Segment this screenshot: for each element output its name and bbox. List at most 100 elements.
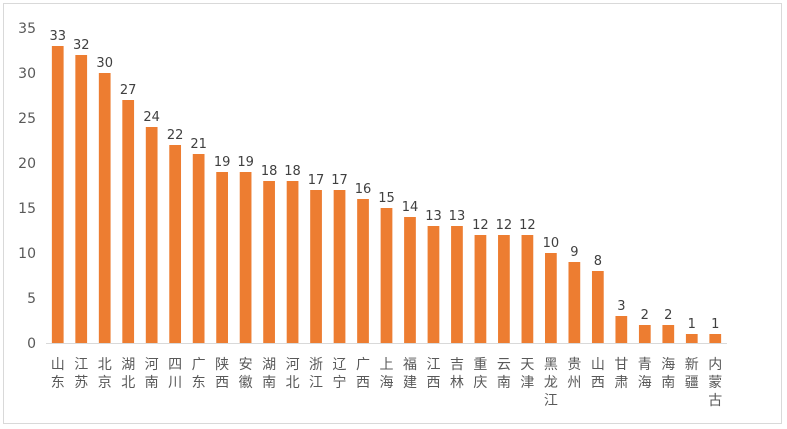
bar: [638, 325, 651, 343]
bar: [404, 217, 416, 343]
bar: [568, 262, 581, 343]
data-label: 10: [543, 236, 560, 251]
data-label: 3: [617, 299, 625, 314]
bar: [192, 154, 205, 343]
data-label: 9: [570, 245, 578, 260]
y-tick-label: 10: [18, 246, 36, 262]
x-tick-label: 内蒙古: [708, 357, 722, 409]
x-tick-label: 重庆: [473, 357, 487, 391]
bar: [615, 316, 628, 343]
data-label: 8: [594, 254, 602, 269]
x-tick-label: 河南: [145, 357, 159, 391]
bar: [498, 235, 510, 343]
bar: [169, 145, 182, 343]
bar: [427, 226, 440, 343]
data-label: 18: [261, 164, 278, 179]
bar: [709, 334, 722, 343]
y-tick-label: 15: [18, 201, 36, 217]
data-label: 12: [472, 218, 489, 233]
data-label: 18: [284, 164, 301, 179]
bar: [357, 199, 369, 343]
x-tick-label: 福建: [403, 357, 417, 391]
x-tick-label: 山东: [51, 357, 65, 391]
bar: [380, 208, 393, 343]
bar: [263, 181, 275, 343]
x-tick-label: 贵州: [567, 357, 581, 391]
x-tick-label: 云南: [497, 357, 511, 391]
bars: [51, 46, 722, 343]
chart-frame: [3, 3, 782, 424]
y-tick-label: 20: [18, 156, 36, 172]
x-tick-label: 上海: [380, 357, 394, 391]
y-axis: 0 5 10 15 20 25 30 35: [18, 21, 36, 352]
bar: [98, 73, 111, 343]
bar: [662, 325, 675, 343]
bar: [474, 235, 487, 343]
x-tick-label: 湖北: [121, 357, 135, 391]
bar: [216, 172, 228, 343]
x-tick-label: 湖南: [262, 357, 276, 391]
x-tick-label: 广东: [192, 357, 206, 391]
data-label: 17: [331, 173, 348, 188]
data-label: 30: [96, 56, 113, 71]
bar: [333, 190, 346, 343]
data-label: 12: [519, 218, 536, 233]
bar: [545, 253, 557, 343]
data-label: 2: [664, 308, 672, 323]
x-tick-label: 江西: [426, 357, 440, 391]
data-label: 32: [73, 38, 90, 53]
data-label: 22: [167, 128, 184, 143]
x-tick-label: 新疆: [685, 357, 699, 391]
x-tick-label: 河北: [286, 357, 300, 391]
y-tick-label: 30: [18, 66, 36, 82]
bar: [521, 235, 534, 343]
data-label: 15: [378, 191, 395, 206]
data-label: 16: [355, 182, 372, 197]
bar: [239, 172, 252, 343]
data-label: 17: [308, 173, 325, 188]
x-tick-label: 江苏: [74, 357, 88, 391]
data-label: 2: [641, 308, 649, 323]
x-tick-label: 吉林: [450, 357, 464, 391]
data-label: 12: [496, 218, 513, 233]
bar: [310, 190, 322, 343]
data-label: 1: [711, 317, 719, 332]
x-tick-label: 天津: [520, 357, 534, 391]
x-tick-label: 四川: [168, 357, 182, 391]
x-tick-label: 北京: [98, 357, 112, 391]
x-tick-label: 辽宁: [333, 357, 347, 391]
data-label: 21: [190, 137, 207, 152]
bar: [685, 334, 698, 343]
x-tick-label: 广西: [356, 357, 370, 391]
y-tick-label: 0: [27, 336, 36, 352]
x-axis: 山东江苏北京湖北河南四川广东陕西安徽湖南河北浙江辽宁广西上海福建江西吉林重庆云南…: [46, 343, 727, 409]
bar: [591, 271, 604, 343]
bar: [122, 100, 135, 343]
x-tick-label: 山西: [591, 357, 605, 391]
y-tick-label: 25: [18, 111, 36, 127]
data-label: 19: [237, 155, 254, 170]
data-label: 33: [49, 29, 66, 44]
y-tick-label: 35: [18, 21, 36, 37]
x-tick-label: 海南: [661, 357, 675, 391]
data-label: 14: [402, 200, 419, 215]
x-tick-label: 黑龙江: [544, 357, 558, 409]
bar: [145, 127, 158, 343]
data-label: 1: [688, 317, 696, 332]
x-tick-label: 陕西: [215, 357, 229, 391]
data-label: 13: [449, 209, 466, 224]
x-tick-label: 浙江: [309, 357, 323, 391]
x-tick-label: 安徽: [239, 357, 253, 391]
bar: [451, 226, 463, 343]
y-tick-label: 5: [27, 291, 36, 307]
bar: [286, 181, 299, 343]
data-label: 24: [143, 110, 160, 125]
x-tick-label: 青海: [638, 357, 652, 391]
bar: [51, 46, 64, 343]
data-label: 27: [120, 83, 137, 98]
x-tick-label: 甘肃: [614, 357, 628, 391]
bar: [75, 55, 88, 343]
data-label: 13: [425, 209, 442, 224]
